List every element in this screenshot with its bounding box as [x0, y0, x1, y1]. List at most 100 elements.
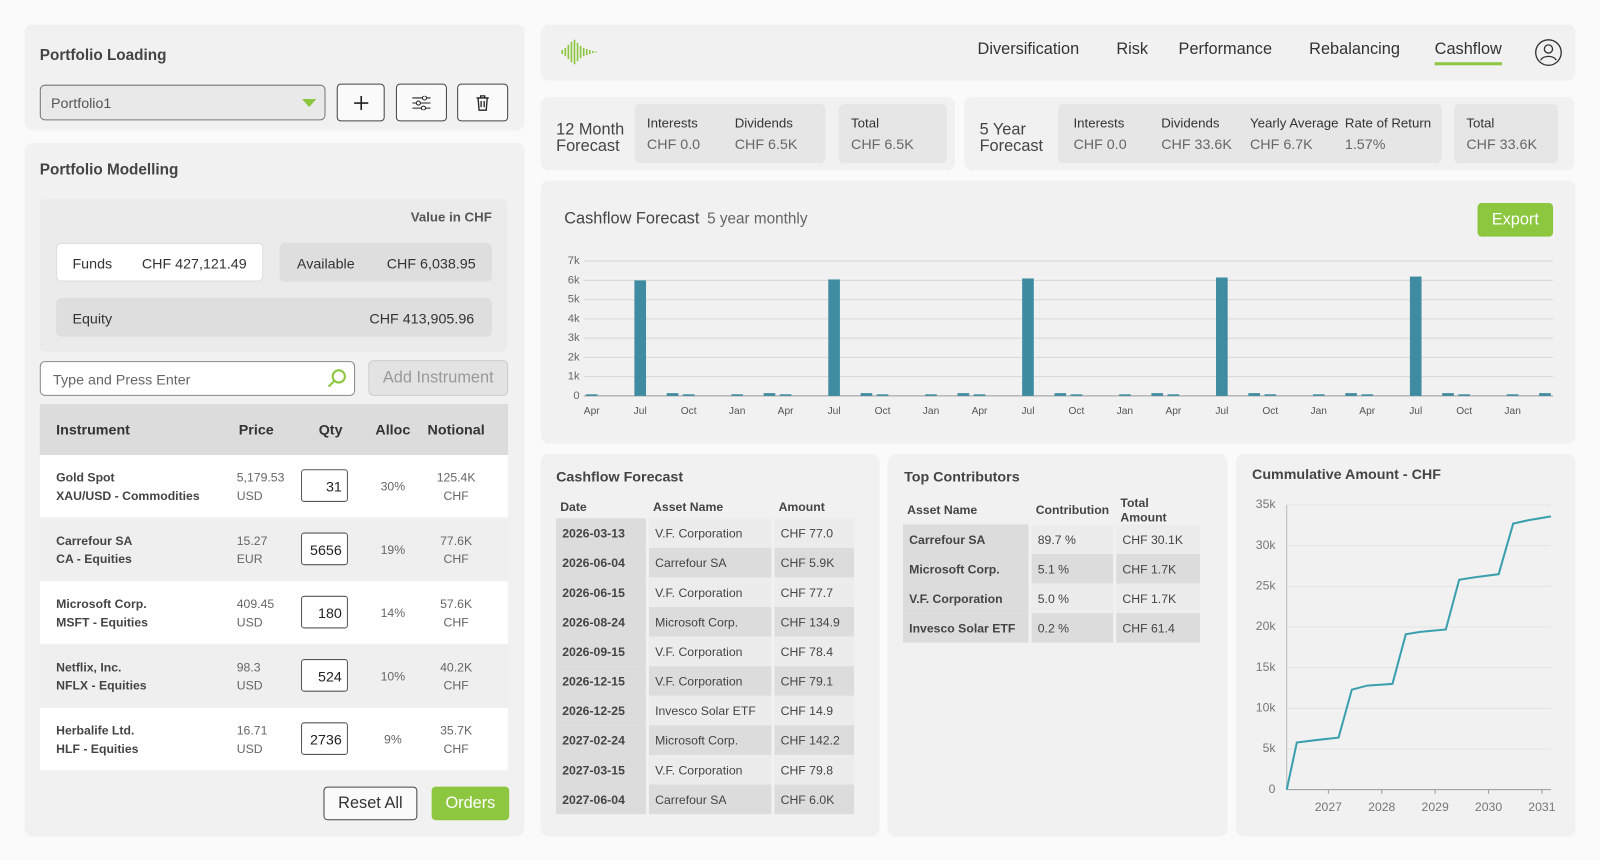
total-value: CHF 6.5K — [851, 135, 914, 153]
forecast-label: 5 Year Forecast — [979, 121, 1044, 156]
cell: CHF 1.7K — [1116, 583, 1200, 614]
field-label: Interests — [1073, 115, 1125, 131]
cell-alloc: 14% — [380, 605, 406, 621]
column-header: Amount — [778, 499, 825, 515]
cell-price: 5,179.53 — [236, 470, 285, 485]
cell-notional-currency: CHF — [443, 551, 469, 567]
cell: Carrefour SA — [903, 524, 1029, 554]
table-row: Gold Spot XAU/USD - Commodities 5,179.53 US… — [39, 455, 509, 518]
settings-button[interactable] — [395, 83, 447, 122]
qty-input[interactable]: 31 — [301, 469, 348, 502]
cell: CHF 1.7K — [1116, 553, 1200, 584]
table-row: 2026-12-15 V.F. Corporation CHF 79.1 — [556, 666, 855, 696]
add-button[interactable] — [336, 83, 385, 122]
cell: 2026-03-13 — [556, 518, 646, 548]
portfolio-select[interactable]: Portfolio1 — [39, 84, 326, 121]
cell: 2026-08-24 — [556, 607, 646, 637]
cell: Microsoft Corp. — [903, 553, 1029, 584]
select-value: Portfolio1 — [51, 94, 112, 112]
cell-notional: 77.6K — [440, 533, 473, 548]
cell-detail: MSFT - Equities — [56, 615, 148, 630]
cell: V.F. Corporation — [648, 666, 772, 696]
cell: Carrefour SA — [648, 784, 772, 815]
cell-qty: 31 — [325, 478, 342, 495]
column-header: Qty — [318, 421, 343, 438]
cell: 0.2 % — [1031, 613, 1114, 643]
cell: CHF 142.2 — [774, 725, 855, 755]
field-value: CHF 0.0 — [1073, 135, 1127, 153]
forecast-total — [838, 104, 947, 164]
total-value: CHF 33.6K — [1466, 135, 1537, 153]
cell-notional: 125.4K — [436, 470, 476, 485]
cell: V.F. Corporation — [648, 636, 772, 667]
table-row: Microsoft Corp. 5.1 % CHF 1.7K — [903, 553, 1200, 584]
cell: 2026-06-04 — [556, 547, 646, 578]
header-row: Asset Name Contribution Total Amount — [903, 496, 1200, 525]
value-caption: Value in CHF — [410, 209, 492, 225]
nav-item[interactable]: Rebalancing — [1309, 40, 1400, 59]
data-table: Asset Name Contribution Total Amount Carref… — [900, 496, 1203, 643]
field-label: Interests — [646, 115, 698, 131]
cell: 2026-12-25 — [556, 695, 646, 726]
table-row: 2026-08-24 Microsoft Corp. CHF 134.9 — [556, 607, 855, 637]
cell-qty: 5656 — [310, 541, 342, 559]
cell-notional: 35.7K — [440, 723, 473, 738]
table-row: 2026-03-13 V.F. Corporation CHF 77.0 — [556, 518, 855, 548]
reset-button[interactable]: Reset All — [323, 786, 418, 821]
nav-item[interactable]: Diversification — [977, 40, 1080, 59]
panel-title: Portfolio Loading — [39, 46, 167, 65]
table-row: 2026-06-04 Carrefour SA CHF 5.9K — [556, 547, 855, 578]
field-value: 1.57% — [1344, 135, 1386, 153]
funds-label: Funds — [72, 255, 113, 272]
table-row: Herbalife Ltd. HLF - Equities 16.71 USD 2736… — [39, 708, 509, 771]
cell-detail: NFLX - Equities — [56, 678, 147, 693]
export-button[interactable]: Export — [1477, 203, 1554, 237]
user-icon[interactable] — [1535, 39, 1563, 67]
nav-item[interactable]: Risk — [1116, 40, 1149, 59]
table-row: 2027-02-24 Microsoft Corp. CHF 142.2 — [556, 725, 855, 755]
nav-item-active[interactable]: Cashflow — [1434, 41, 1502, 66]
column-header: Price — [238, 421, 274, 438]
cell: CHF 77.7 — [774, 577, 855, 608]
add-instrument-button[interactable]: Add Instrument — [368, 360, 509, 396]
search-input[interactable]: Type and Press Enter — [39, 361, 356, 396]
cell-currency: USD — [236, 615, 263, 630]
cell: 2026-09-15 — [556, 636, 646, 667]
cell: Microsoft Corp. — [648, 607, 772, 637]
delete-button[interactable] — [457, 83, 509, 122]
equity-box — [56, 297, 492, 337]
orders-button[interactable]: Orders — [431, 786, 510, 821]
cell-alloc: 10% — [380, 669, 406, 684]
field-label: Rate of Return — [1344, 115, 1432, 131]
funds-box — [56, 242, 264, 282]
column-header: Asset Name — [907, 502, 978, 518]
field-label: Yearly Average — [1249, 115, 1339, 131]
table-row: 2026-12-25 Invesco Solar ETF CHF 14.9 — [556, 695, 855, 726]
cell-qty: 2736 — [310, 731, 342, 748]
nav-bar — [540, 24, 1576, 81]
cell-alloc: 19% — [380, 542, 406, 558]
nav-item[interactable]: Performance — [1178, 40, 1273, 59]
qty-input[interactable]: 2736 — [301, 722, 348, 755]
total-label: Total — [1466, 115, 1495, 131]
cell-alloc: 9% — [384, 732, 402, 747]
cell-name: Carrefour SA — [56, 533, 133, 548]
qty-input[interactable]: 524 — [301, 659, 348, 692]
qty-input[interactable]: 180 — [301, 595, 348, 629]
qty-input[interactable]: 5656 — [301, 532, 348, 566]
column-header: Alloc — [375, 421, 411, 438]
column-header: Notional — [427, 421, 485, 438]
cell: 2027-06-04 — [556, 784, 646, 815]
cell: CHF 14.9 — [774, 695, 855, 726]
table-row: 2026-06-15 V.F. Corporation CHF 77.7 — [556, 577, 855, 608]
cell-price: 98.3 — [236, 660, 261, 675]
cell: Invesco Solar ETF — [648, 695, 772, 726]
cell: CHF 134.9 — [774, 607, 855, 637]
cell: 2026-06-15 — [556, 577, 646, 608]
field-value: CHF 6.7K — [1249, 135, 1313, 153]
equity-value: CHF 413,905.96 — [369, 310, 475, 327]
forecast-total — [1454, 104, 1559, 164]
dropdown-icon — [302, 98, 317, 108]
